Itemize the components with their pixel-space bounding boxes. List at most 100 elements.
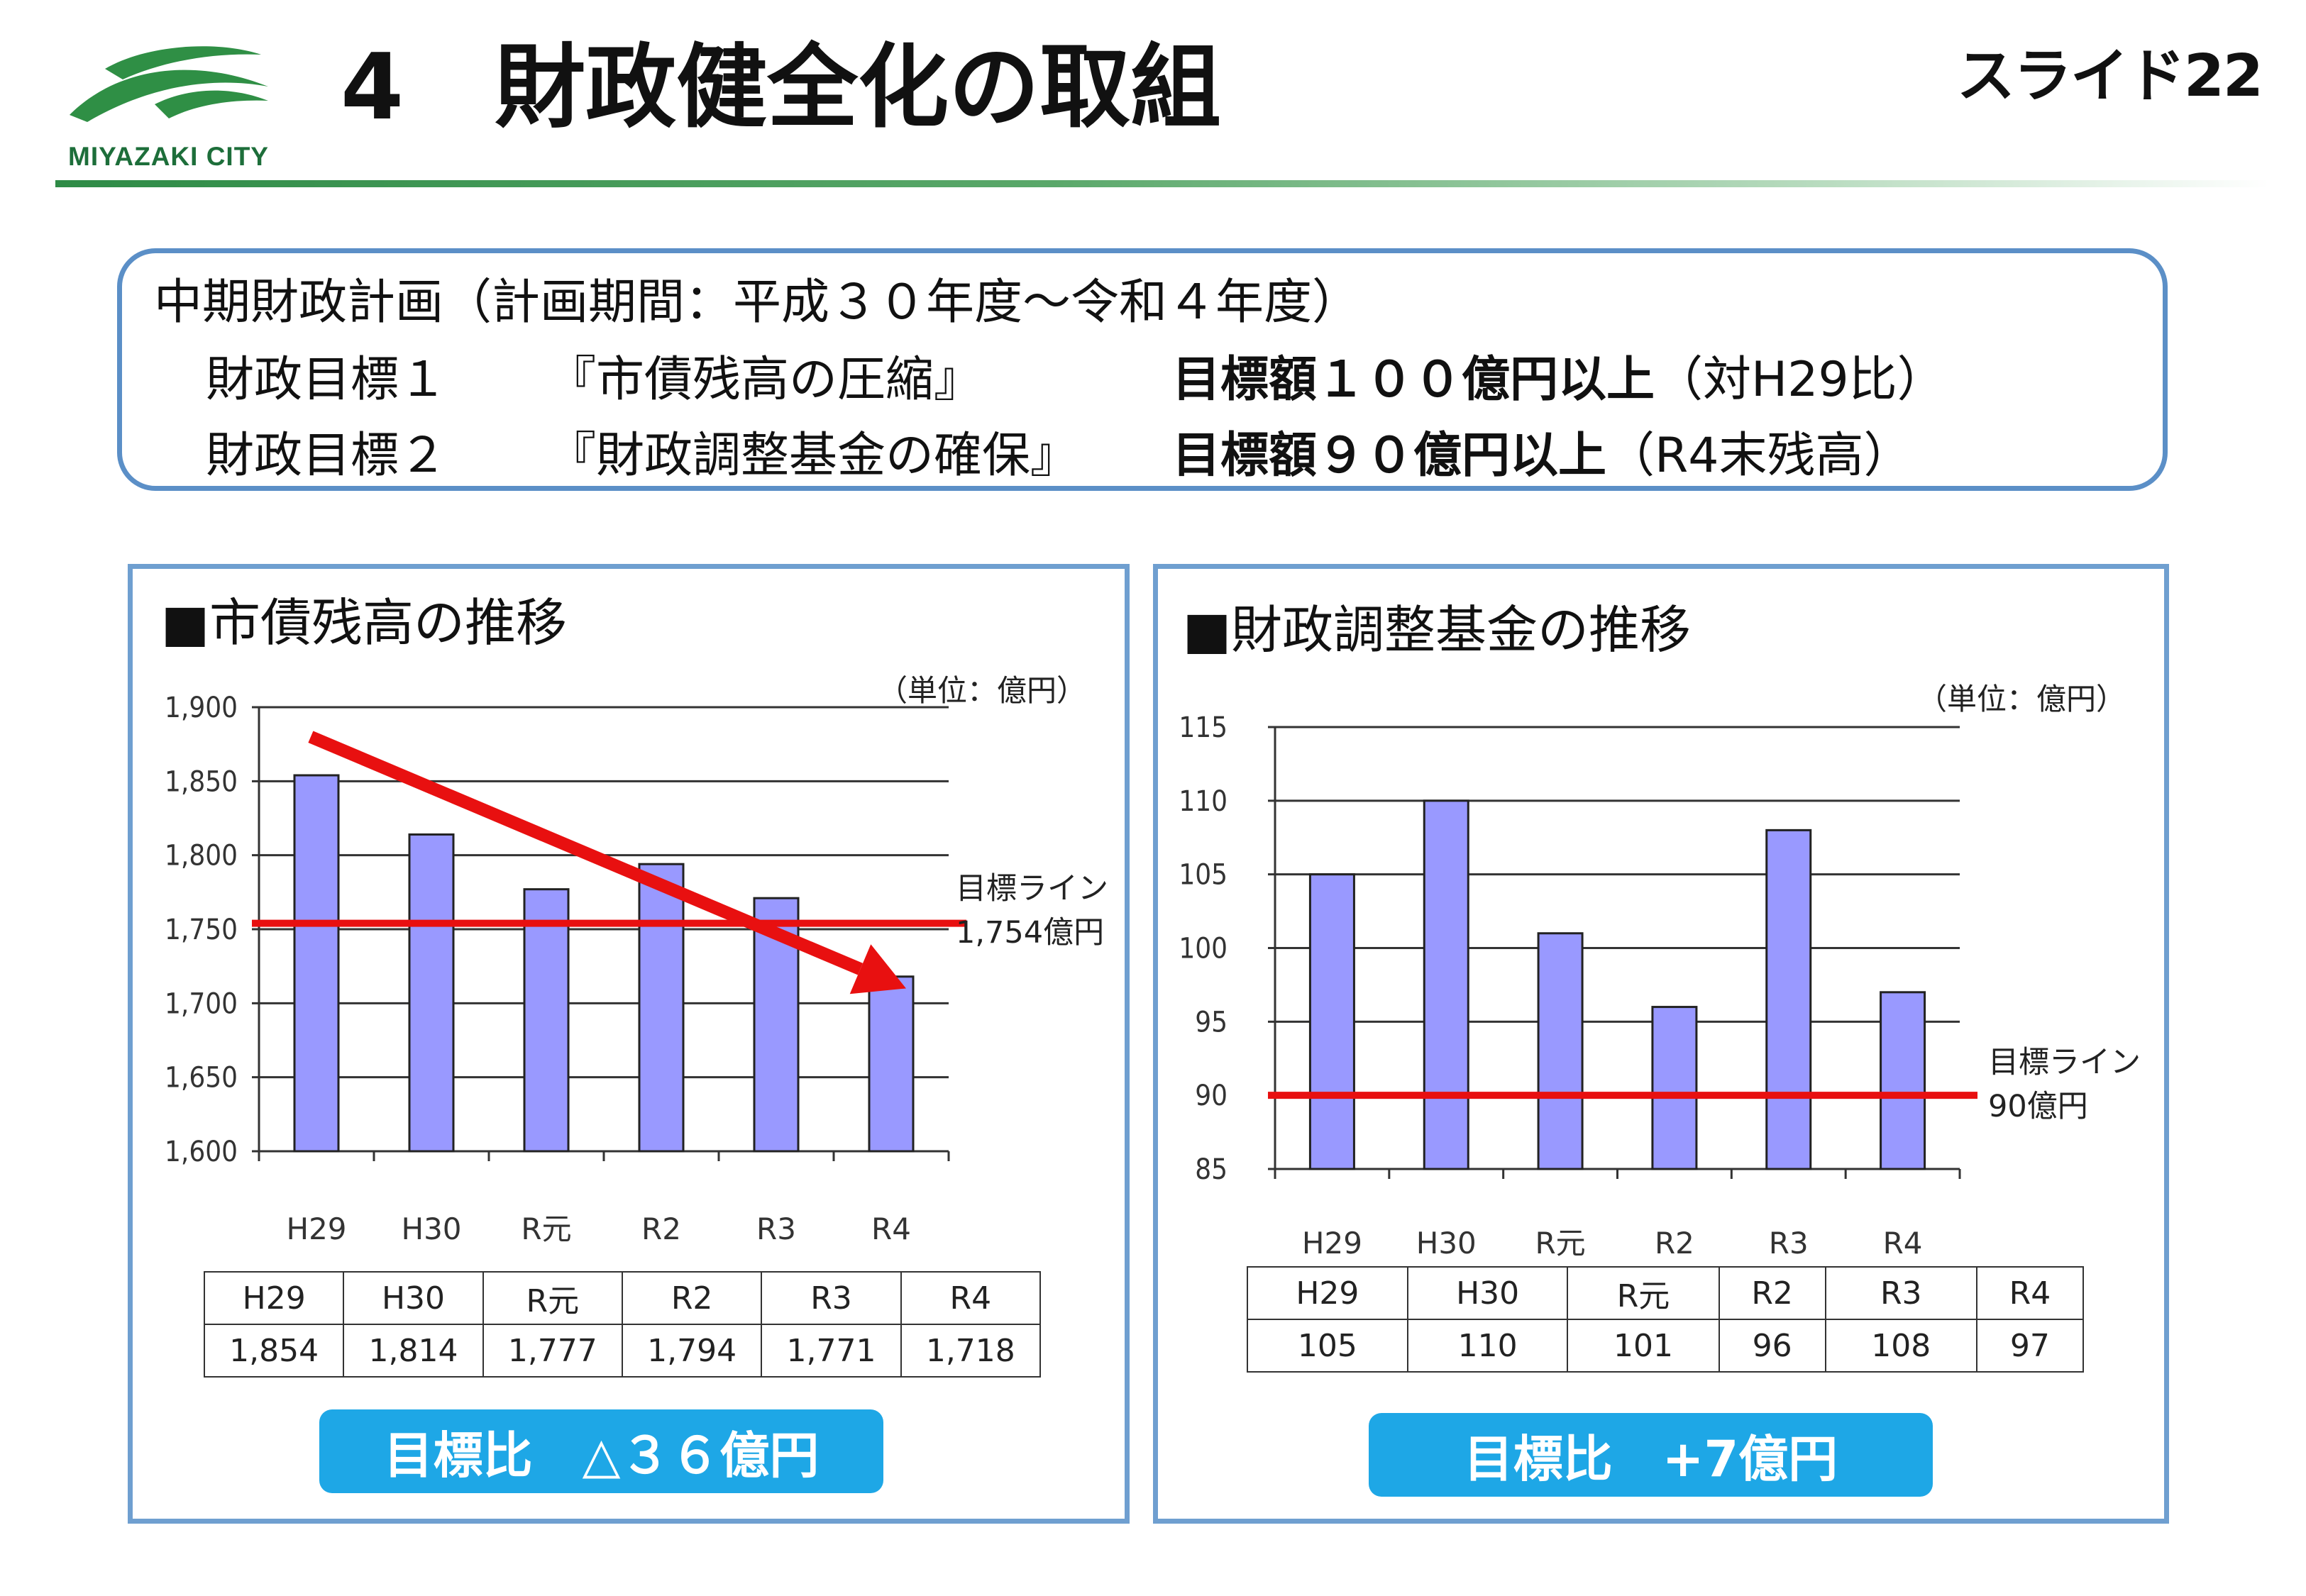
y-tick-label: 85 — [1195, 1153, 1228, 1186]
x-tick-label: H29 — [1302, 1226, 1362, 1260]
table-cell: 105 — [1247, 1319, 1408, 1373]
x-tick-label: R4 — [871, 1212, 911, 1246]
plan-heading: 中期財政計画（計画期間：平成３０年度～令和４年度） — [154, 275, 1361, 331]
y-tick-label: 110 — [1179, 785, 1228, 818]
y-tick-label: 1,650 — [165, 1062, 238, 1095]
y-tick-label: 1,750 — [165, 914, 238, 946]
table-cell: R2 — [621, 1271, 763, 1325]
table-cell: R2 — [1718, 1266, 1826, 1320]
x-tick-label: R3 — [1769, 1226, 1809, 1260]
goal-1-target: 目標額１００億円以上（対H29比） — [1172, 356, 1946, 404]
table-cell: 1,794 — [621, 1324, 763, 1378]
goal-2-target-amount: 目標額９０億円以上 — [1172, 428, 1607, 484]
bar-H29 — [1308, 873, 1355, 1170]
table-cell: R元 — [1567, 1266, 1720, 1320]
slide-number: スライド22 — [1956, 43, 2263, 110]
fund-result-badge: 目標比 +7億円 — [1369, 1413, 1933, 1497]
fund-chart-title: ■財政調整基金の推移 — [1183, 600, 1692, 660]
goal-2-target: 目標額９０億円以上（R4末残高） — [1172, 432, 1912, 480]
y-tick-label: 90 — [1195, 1080, 1228, 1112]
x-tick-label: H30 — [1416, 1226, 1477, 1260]
y-tick-label: 1,700 — [165, 987, 238, 1020]
table-cell: 96 — [1718, 1319, 1826, 1373]
bar-R4 — [868, 975, 915, 1153]
trend-arrow-shaft — [308, 731, 864, 975]
y-tick-label: 95 — [1195, 1006, 1228, 1038]
table-cell: R元 — [482, 1271, 623, 1325]
table-cell: 1,718 — [900, 1324, 1042, 1378]
x-tick-label: H29 — [286, 1212, 346, 1246]
table-cell: 1,771 — [761, 1324, 902, 1378]
table-cell: 108 — [1824, 1319, 1977, 1373]
table-cell: 110 — [1406, 1319, 1569, 1373]
goal-1-label: 財政目標１ — [206, 352, 448, 408]
y-tick-label: 100 — [1179, 933, 1228, 965]
bond-data-table: H29 H30 R元 R2 R3 R4 1,854 1,814 1,777 1,… — [203, 1271, 1042, 1378]
table-cell: R4 — [1975, 1266, 2085, 1320]
x-tick-label: R2 — [641, 1212, 681, 1246]
fund-target-note: 目標ライン 90億円 — [1988, 1041, 2141, 1129]
goal-2-name: 『財政調整基金の確保』 — [548, 428, 1079, 484]
fiscal-plan-box: 中期財政計画（計画期間：平成３０年度～令和４年度） 財政目標１ 『市債残高の圧縮… — [117, 248, 2168, 491]
bar-R3 — [1765, 829, 1812, 1170]
bond-result-badge: 目標比 △３６億円 — [319, 1409, 883, 1493]
table-cell: H30 — [1406, 1266, 1569, 1320]
x-tick-label: R元 — [521, 1212, 571, 1246]
table-header-row: H29 H30 R元 R2 R3 R4 — [1247, 1266, 2085, 1320]
y-tick-label: 115 — [1179, 711, 1228, 744]
page-title: 4 財政健全化の取組 — [341, 35, 1222, 140]
table-header-row: H29 H30 R元 R2 R3 R4 — [203, 1271, 1042, 1325]
bar-R元 — [523, 888, 570, 1153]
table-cell: H29 — [203, 1271, 345, 1325]
adjustment-fund-panel: ■財政調整基金の推移 （単位：億円） 85 90 95 100 105 110 115 H29… — [1153, 564, 2169, 1524]
bond-chart-unit: （単位：億円） — [878, 673, 1087, 708]
fund-target-note-line2: 90億円 — [1988, 1089, 2088, 1124]
goal-1-target-note: （対H29比） — [1655, 352, 1946, 408]
y-tick-label: 1,850 — [165, 765, 238, 798]
bar-H30 — [408, 833, 455, 1153]
y-tick-label: 1,900 — [165, 692, 238, 724]
bond-target-note: 目標ライン 1,754億円 — [956, 867, 1108, 955]
table-cell: 1,814 — [343, 1324, 484, 1378]
table-cell: R3 — [761, 1271, 902, 1325]
fund-data-table: H29 H30 R元 R2 R3 R4 105 110 101 96 108 9… — [1247, 1266, 2085, 1373]
table-cell: R3 — [1824, 1266, 1977, 1320]
bond-target-note-line2: 1,754億円 — [956, 915, 1105, 951]
fund-chart-unit: （単位：億円） — [1917, 682, 2126, 716]
goal-1-name: 『市債残高の圧縮』 — [548, 352, 983, 408]
table-value-row: 105 110 101 96 108 97 — [1247, 1319, 2085, 1373]
y-tick-label: 1,600 — [165, 1136, 238, 1168]
table-cell: H29 — [1247, 1266, 1408, 1320]
table-cell: 1,777 — [482, 1324, 623, 1378]
y-tick-label: 105 — [1179, 859, 1228, 892]
adjustment-fund-chart: 85 90 95 100 105 110 115 H29 H30 R元 R2 R3 R4 — [1179, 711, 1977, 1260]
bar-H29 — [293, 774, 340, 1153]
bond-balance-panel: ■市債残高の推移 （単位：億円） 1,600 1,650 1,700 1,750 1,8… — [128, 564, 1130, 1524]
header-divider — [55, 180, 2269, 187]
goal-2-label: 財政目標２ — [206, 428, 448, 484]
bond-chart-title: ■市債残高の推移 — [161, 593, 568, 653]
bar-H30 — [1423, 799, 1469, 1170]
table-cell: R4 — [900, 1271, 1042, 1325]
bar-R2 — [1651, 1006, 1698, 1170]
bond-balance-chart: 1,600 1,650 1,700 1,750 1,800 1,850 1,900 H29 H3… — [165, 692, 966, 1246]
x-tick-label: R3 — [756, 1212, 796, 1246]
table-cell: 101 — [1567, 1319, 1720, 1373]
x-tick-label: R4 — [1883, 1226, 1923, 1260]
table-cell: 97 — [1975, 1319, 2085, 1373]
fund-target-note-line1: 目標ライン — [1988, 1045, 2141, 1080]
goal-2-target-note: （R4末残高） — [1606, 428, 1912, 484]
miyazaki-city-logo: MIYAZAKI CITY — [55, 37, 275, 179]
table-cell: 1,854 — [203, 1324, 345, 1378]
logo-text: MIYAZAKI CITY — [68, 142, 269, 171]
bar-R2 — [638, 863, 685, 1153]
goal-1-target-amount: 目標額１００億円以上 — [1172, 352, 1655, 408]
bond-target-note-line1: 目標ライン — [956, 871, 1108, 907]
x-tick-label: R元 — [1535, 1226, 1585, 1260]
y-tick-label: 1,800 — [165, 840, 238, 872]
table-cell: H30 — [343, 1271, 484, 1325]
x-tick-label: H30 — [401, 1212, 461, 1246]
logo-swoosh-icon — [70, 46, 268, 122]
bar-R4 — [1880, 991, 1926, 1170]
table-value-row: 1,854 1,814 1,777 1,794 1,771 1,718 — [203, 1324, 1042, 1378]
